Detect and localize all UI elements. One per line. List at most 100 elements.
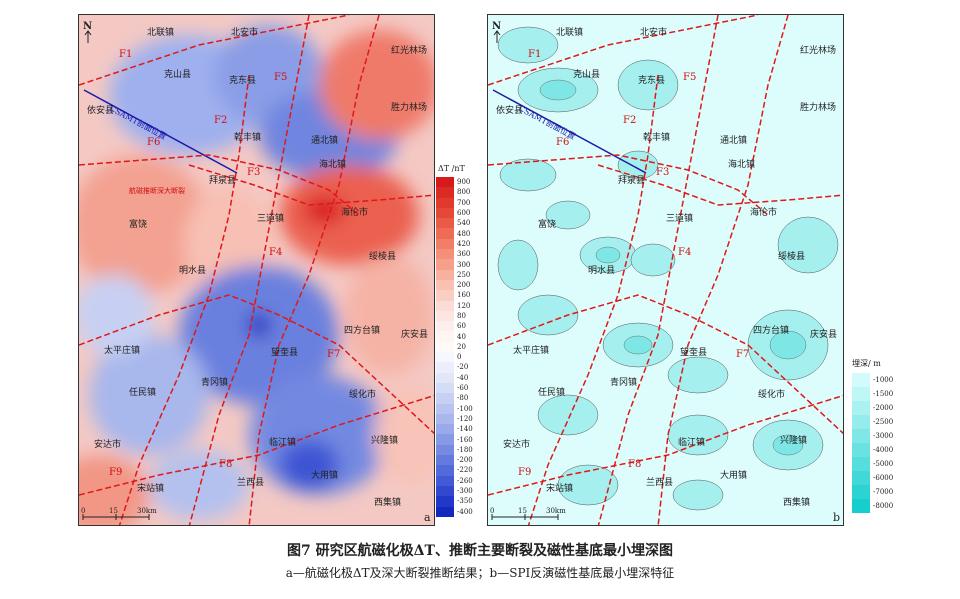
legend-entry: 250 <box>436 269 473 280</box>
legend-swatch <box>436 434 454 445</box>
town-label: 克东县 <box>638 74 665 86</box>
legend-swatch <box>436 455 454 466</box>
north-arrow: N <box>83 21 92 43</box>
legend-value: 700 <box>457 198 471 207</box>
legend-value: 480 <box>457 229 471 238</box>
legend-value: 800 <box>457 188 471 197</box>
town-label: 克东县 <box>229 74 256 86</box>
fault-label-f7: F7 <box>736 349 749 360</box>
legend-entry: -220 <box>436 465 473 476</box>
legend-value: 80 <box>457 312 466 320</box>
legend-entry: -120 <box>436 413 473 425</box>
legend-entry: -40 <box>436 372 473 383</box>
fault-label-f4: F4 <box>678 247 691 258</box>
town-label: 富饶 <box>538 218 556 230</box>
legend-value: 0 <box>457 353 462 362</box>
burial-depth-map: CSAMT剖面位置 F1 F2 F3 F4 F5 F6 F7 F8 F9 北联镇… <box>488 15 843 525</box>
fault-label-f3: F3 <box>247 167 260 178</box>
figure-caption-title: 图7 研究区航磁化极ΔT、推断主要断裂及磁性基底最小埋深图 <box>287 543 673 559</box>
legend-swatch <box>436 444 454 456</box>
scale-bar: 0 15 30km <box>81 507 157 520</box>
legend-entry: 20 <box>436 341 473 353</box>
legend-value: -180 <box>457 445 473 454</box>
legend-entry: -8000 <box>852 499 893 513</box>
legend-entry: 0 <box>436 352 473 363</box>
legend-panel-a: ΔT /nT 900 800 700 600 540 480 420 360 300 250 200… <box>436 164 473 517</box>
legend-swatch <box>436 197 454 208</box>
north-label: N <box>492 21 501 32</box>
legend-entry: 60 <box>436 321 473 332</box>
town-label: 四方台镇 <box>753 324 789 336</box>
legend-swatch <box>436 228 454 239</box>
town-label: 青冈镇 <box>610 376 637 388</box>
fault-label-f1: F1 <box>119 49 132 60</box>
legend-value: -20 <box>457 363 469 372</box>
legend-swatch <box>436 382 454 394</box>
legend-entry: -400 <box>436 506 473 517</box>
legend-entry: 120 <box>436 300 473 311</box>
town-label: 兰西县 <box>646 476 673 488</box>
town-label: 安达市 <box>94 438 121 450</box>
town-label: 通北镇 <box>311 134 338 146</box>
legend-swatch <box>436 372 454 383</box>
scale-bar: 0 15 30km <box>490 507 566 520</box>
fault-labels: F1 F2 F3 F4 F5 F6 F7 F8 F9 <box>518 49 749 478</box>
fault-lines <box>488 15 843 525</box>
town-label: 临江镇 <box>678 436 705 448</box>
town-labels: 北联镇 北安市 克山县 克东县 红光林场 依安县 胜力林场 乾丰镇 通北镇 海北… <box>496 26 837 508</box>
scale-label: 15 <box>109 507 118 515</box>
legend-value: -60 <box>457 384 469 393</box>
legend-swatch <box>852 373 870 387</box>
legend-value: -3000 <box>873 432 894 440</box>
town-label: 西集镇 <box>374 496 401 508</box>
legend-swatch <box>436 238 454 250</box>
legend-entry: -160 <box>436 434 473 445</box>
map-panel-b: CSAMT剖面位置 F1 F2 F3 F4 F5 F6 F7 F8 F9 北联镇… <box>487 14 844 526</box>
town-label: 富饶 <box>129 218 147 230</box>
legend-swatch <box>436 249 454 260</box>
legend-entry: -300 <box>436 485 473 497</box>
legend-value: -1500 <box>873 390 894 398</box>
legend-value: 120 <box>457 301 471 310</box>
legend-value: 250 <box>457 270 471 279</box>
legend-swatch <box>436 362 454 373</box>
legend-swatch <box>852 499 870 513</box>
town-label: 拜泉县 <box>209 174 236 186</box>
legend-swatch <box>436 393 454 404</box>
town-label: 青冈镇 <box>201 376 228 388</box>
town-label: 北联镇 <box>556 26 583 38</box>
legend-entry: -100 <box>436 403 473 414</box>
legend-entry: -5000 <box>852 457 893 471</box>
town-label: 明水县 <box>179 264 206 276</box>
fault-label-f5: F5 <box>274 72 287 83</box>
town-label: 海北镇 <box>728 158 755 170</box>
town-label: 太平庄镇 <box>104 344 140 356</box>
legend-entry: -4000 <box>852 443 893 457</box>
fault-label-f2: F2 <box>623 115 636 126</box>
legend-value: -220 <box>457 466 473 475</box>
legend-entry: -20 <box>436 362 473 373</box>
csamt-profile-line <box>492 89 647 174</box>
legend-swatch <box>852 415 870 429</box>
legend-value: 420 <box>457 239 471 248</box>
legend-value: -160 <box>457 435 473 444</box>
town-label: 庆安县 <box>401 328 428 340</box>
legend-swatch <box>436 269 454 280</box>
legend-swatch <box>436 207 454 219</box>
legend-entry: 160 <box>436 290 473 301</box>
legend-entry: -2000 <box>852 401 893 415</box>
town-label: 大用镇 <box>720 469 747 481</box>
legend-value: 360 <box>457 250 471 259</box>
legend-entry: -140 <box>436 424 473 435</box>
town-label: 庆安县 <box>810 328 837 340</box>
north-arrow: N <box>492 21 501 43</box>
town-label: 太平庄镇 <box>513 344 549 356</box>
town-label: 兴隆镇 <box>371 434 398 446</box>
town-label: 任民镇 <box>538 386 565 398</box>
legend-entry: -200 <box>436 455 473 466</box>
legend-entry: 80 <box>436 310 473 322</box>
town-label: 依安县 <box>496 104 523 116</box>
legend-value: 600 <box>457 209 471 218</box>
town-label: 明水县 <box>588 264 615 276</box>
legend-value: -350 <box>457 497 473 506</box>
